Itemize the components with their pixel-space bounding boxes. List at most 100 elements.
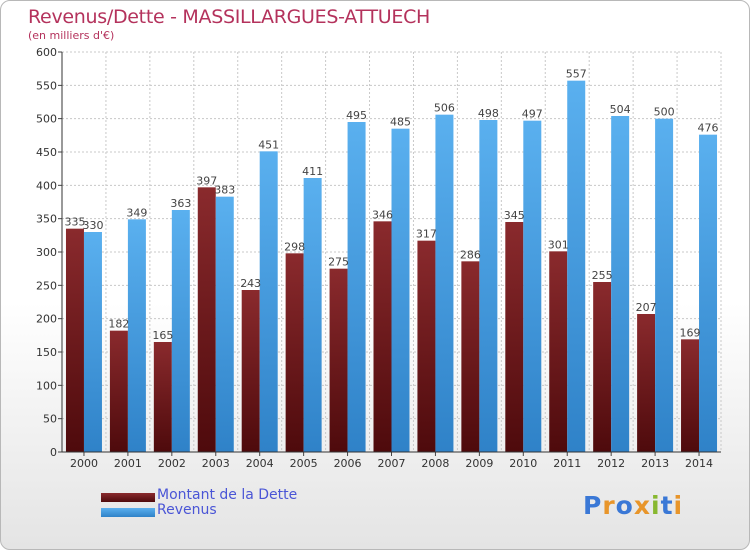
data-label-revenue-2001: 349 [126, 206, 147, 219]
bar-revenue-2011 [567, 80, 586, 453]
bar-debt-2001 [109, 330, 128, 452]
y-tick-label: 200 [36, 313, 57, 326]
y-tick-label: 0 [50, 446, 57, 459]
bar-revenue-2005 [303, 178, 322, 452]
x-tick-label-2009: 2009 [465, 457, 493, 470]
bar-debt-2004 [241, 290, 260, 452]
bar-debt-2009 [461, 261, 480, 452]
x-tick-label-2012: 2012 [597, 457, 625, 470]
data-label-revenue-2010: 497 [522, 108, 543, 121]
logo-letter: i [673, 491, 684, 520]
logo-letter: r [602, 491, 616, 520]
legend-label-debt: Montant de la Dette [157, 487, 298, 503]
bar-revenue-2003 [215, 196, 234, 452]
y-tick-label: 250 [36, 279, 57, 292]
bar-debt-2005 [285, 253, 304, 452]
y-tick-label: 500 [36, 113, 57, 126]
bar-revenue-2009 [479, 120, 498, 452]
x-tick-label-2003: 2003 [202, 457, 230, 470]
data-label-debt-2008: 317 [416, 228, 437, 241]
data-label-debt-2006: 275 [328, 256, 349, 269]
data-label-debt-2002: 165 [152, 329, 173, 342]
axes: 0 50 100 150 200 250 300 350 400 450 500 550 600 2000… [36, 46, 721, 470]
bars [65, 80, 718, 453]
y-tick-label: 550 [36, 79, 57, 92]
data-label-debt-2004: 243 [240, 277, 261, 290]
bar-revenue-2010 [523, 120, 542, 453]
bar-revenue-2004 [259, 151, 278, 453]
logo-letter: i [651, 491, 661, 520]
x-tick-label-2004: 2004 [246, 457, 274, 470]
data-label-revenue-2014: 476 [698, 122, 719, 135]
logo-letter: o [615, 491, 634, 520]
bar-debt-2011 [549, 251, 568, 452]
y-tick-label: 350 [36, 213, 57, 226]
logo-letter: P [583, 491, 603, 520]
bar-debt-2013 [637, 314, 656, 452]
x-tick-label-2002: 2002 [158, 457, 186, 470]
bar-revenue-2002 [171, 210, 190, 452]
x-tick-label-2011: 2011 [553, 457, 581, 470]
bar-debt-2006 [329, 268, 348, 452]
data-label-debt-2001: 182 [108, 318, 129, 331]
x-tick-label-2001: 2001 [114, 457, 142, 470]
data-label-debt-2014: 169 [680, 326, 701, 339]
data-label-debt-2013: 207 [636, 301, 657, 314]
bar-revenue-2008 [435, 114, 454, 453]
y-tick-label: 50 [43, 413, 57, 426]
bar-revenue-2012 [611, 116, 630, 452]
data-label-debt-2011: 301 [548, 238, 569, 251]
x-tick-label-2000: 2000 [70, 457, 98, 470]
legend-swatch-debt [101, 493, 155, 502]
y-tick-label: 100 [36, 379, 57, 392]
data-label-debt-2007: 346 [372, 208, 393, 221]
bar-debt-2008 [417, 240, 436, 452]
logo-letter: x [633, 491, 651, 520]
data-label-debt-2005: 298 [284, 240, 305, 253]
y-tick-label: 300 [36, 246, 57, 259]
x-tick-label-2005: 2005 [290, 457, 318, 470]
bar-debt-2010 [505, 222, 524, 452]
bar-revenue-2013 [655, 118, 674, 453]
data-label-debt-2012: 255 [592, 269, 613, 282]
data-label-revenue-2003: 383 [214, 184, 235, 197]
y-tick-label: 150 [36, 346, 57, 359]
logo-letter: t [660, 491, 674, 520]
legend-swatch-revenue [101, 508, 155, 517]
data-label-revenue-2000: 330 [82, 219, 103, 232]
bar-revenue-2014 [699, 134, 718, 452]
bar-debt-2014 [681, 339, 700, 452]
bar-debt-2002 [153, 342, 172, 452]
data-label-debt-2000: 335 [64, 216, 85, 229]
chart-title: Revenus/Dette - MASSILLARGUES-ATTUECH [28, 6, 431, 28]
bar-debt-2000 [65, 228, 84, 452]
y-tick-label: 450 [36, 146, 57, 159]
bar-debt-2012 [593, 282, 612, 452]
data-label-revenue-2009: 498 [478, 107, 499, 120]
bar-revenue-2001 [127, 219, 146, 452]
y-tick-label: 400 [36, 179, 57, 192]
data-label-revenue-2011: 557 [566, 68, 587, 81]
bar-debt-2007 [373, 221, 392, 452]
x-tick-label-2010: 2010 [509, 457, 537, 470]
proxiti-logo: Proxiti [583, 491, 683, 520]
data-label-revenue-2012: 504 [610, 103, 631, 116]
x-tick-label-2014: 2014 [685, 457, 713, 470]
data-label-revenue-2007: 485 [390, 116, 411, 129]
x-tick-label-2006: 2006 [334, 457, 362, 470]
data-label-revenue-2008: 506 [434, 102, 455, 115]
bar-revenue-2000 [83, 232, 102, 452]
data-label-revenue-2006: 495 [346, 109, 367, 122]
y-tick-label: 600 [36, 46, 57, 59]
x-tick-label-2007: 2007 [378, 457, 406, 470]
data-label-debt-2003: 397 [196, 174, 217, 187]
data-label-revenue-2004: 451 [258, 138, 279, 151]
chart-subtitle: (en milliers d'€) [28, 29, 115, 42]
bar-revenue-2007 [391, 128, 410, 452]
data-label-revenue-2005: 411 [302, 165, 323, 178]
x-tick-label-2008: 2008 [421, 457, 449, 470]
bar-revenue-2006 [347, 122, 366, 452]
